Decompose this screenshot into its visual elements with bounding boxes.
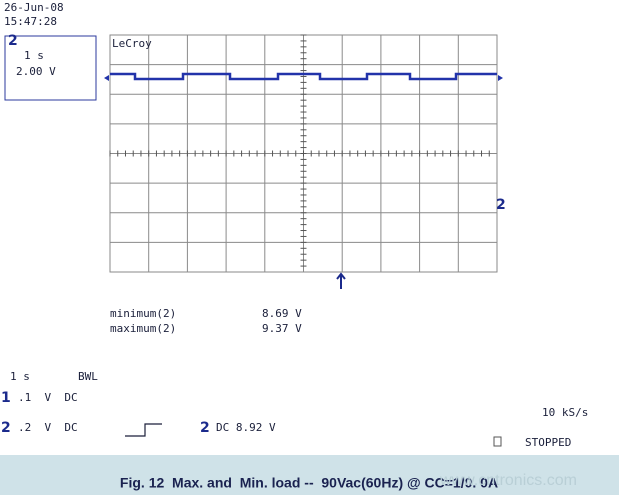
trigger-arrow <box>336 272 346 289</box>
right-marker <box>498 75 503 81</box>
channel-box <box>4 35 97 101</box>
channel-box-volts: 2.00 V <box>16 65 56 78</box>
ch-settings: .1 V DC <box>18 391 78 404</box>
meas-label: minimum(2) <box>110 307 176 320</box>
channel-box-id: 2 <box>8 33 18 49</box>
status: STOPPED <box>525 436 571 449</box>
trigger-level: DC 8.92 V <box>216 421 276 434</box>
watermark: www.cntronics.com <box>439 472 577 489</box>
center-ticks <box>109 34 490 267</box>
meas-value: 8.69 V <box>262 307 302 320</box>
brand: LeCroy <box>112 37 152 50</box>
waveform <box>110 72 497 81</box>
right-channel-marker: 2 <box>496 197 506 213</box>
channel-box-time: 1 s <box>24 49 44 62</box>
screen-bg <box>0 0 619 455</box>
ch-id: 2 <box>1 420 11 436</box>
trigger-ch-id: 2 <box>200 420 210 436</box>
ch-settings: .2 V DC <box>18 421 78 434</box>
caption-bg <box>0 455 619 495</box>
timebase: 1 s <box>10 370 30 383</box>
status-box <box>493 436 502 447</box>
trigger-slope <box>125 423 162 437</box>
time: 15:47:28 <box>4 15 57 28</box>
ch-id: 1 <box>1 390 11 406</box>
sample-rate: 10 kS/s <box>542 406 588 419</box>
meas-value: 9.37 V <box>262 322 302 335</box>
left-marker <box>104 75 109 81</box>
caption: Fig. 12 Max. and Min. load -- 90Vac(60Hz… <box>120 475 498 491</box>
bwl: BWL <box>78 370 98 383</box>
meas-label: maximum(2) <box>110 322 176 335</box>
date: 26-Jun-08 <box>4 1 64 14</box>
